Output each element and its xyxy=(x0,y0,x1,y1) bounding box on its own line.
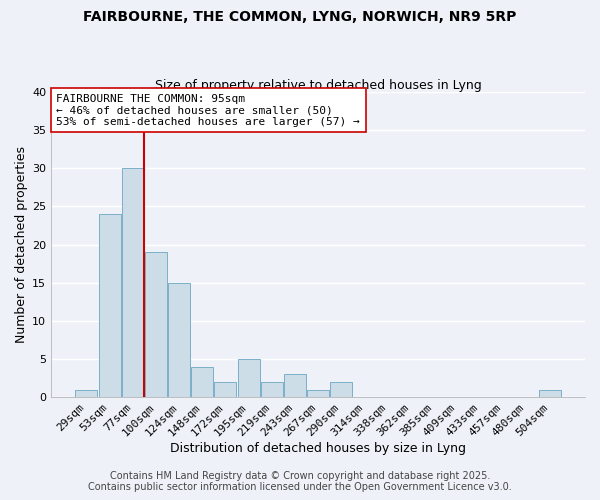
Text: Contains HM Land Registry data © Crown copyright and database right 2025.
Contai: Contains HM Land Registry data © Crown c… xyxy=(88,471,512,492)
Y-axis label: Number of detached properties: Number of detached properties xyxy=(15,146,28,343)
Bar xyxy=(191,366,213,398)
Text: FAIRBOURNE THE COMMON: 95sqm
← 46% of detached houses are smaller (50)
53% of se: FAIRBOURNE THE COMMON: 95sqm ← 46% of de… xyxy=(56,94,360,126)
X-axis label: Distribution of detached houses by size in Lyng: Distribution of detached houses by size … xyxy=(170,442,466,455)
Text: FAIRBOURNE, THE COMMON, LYNG, NORWICH, NR9 5RP: FAIRBOURNE, THE COMMON, LYNG, NORWICH, N… xyxy=(83,10,517,24)
Bar xyxy=(214,382,236,398)
Bar xyxy=(330,382,352,398)
Bar xyxy=(539,390,561,398)
Bar xyxy=(122,168,144,398)
Bar xyxy=(168,283,190,398)
Title: Size of property relative to detached houses in Lyng: Size of property relative to detached ho… xyxy=(155,79,481,92)
Bar xyxy=(284,374,306,398)
Bar xyxy=(145,252,167,398)
Bar xyxy=(76,390,97,398)
Bar xyxy=(98,214,121,398)
Bar xyxy=(307,390,329,398)
Bar xyxy=(261,382,283,398)
Bar xyxy=(238,359,260,398)
